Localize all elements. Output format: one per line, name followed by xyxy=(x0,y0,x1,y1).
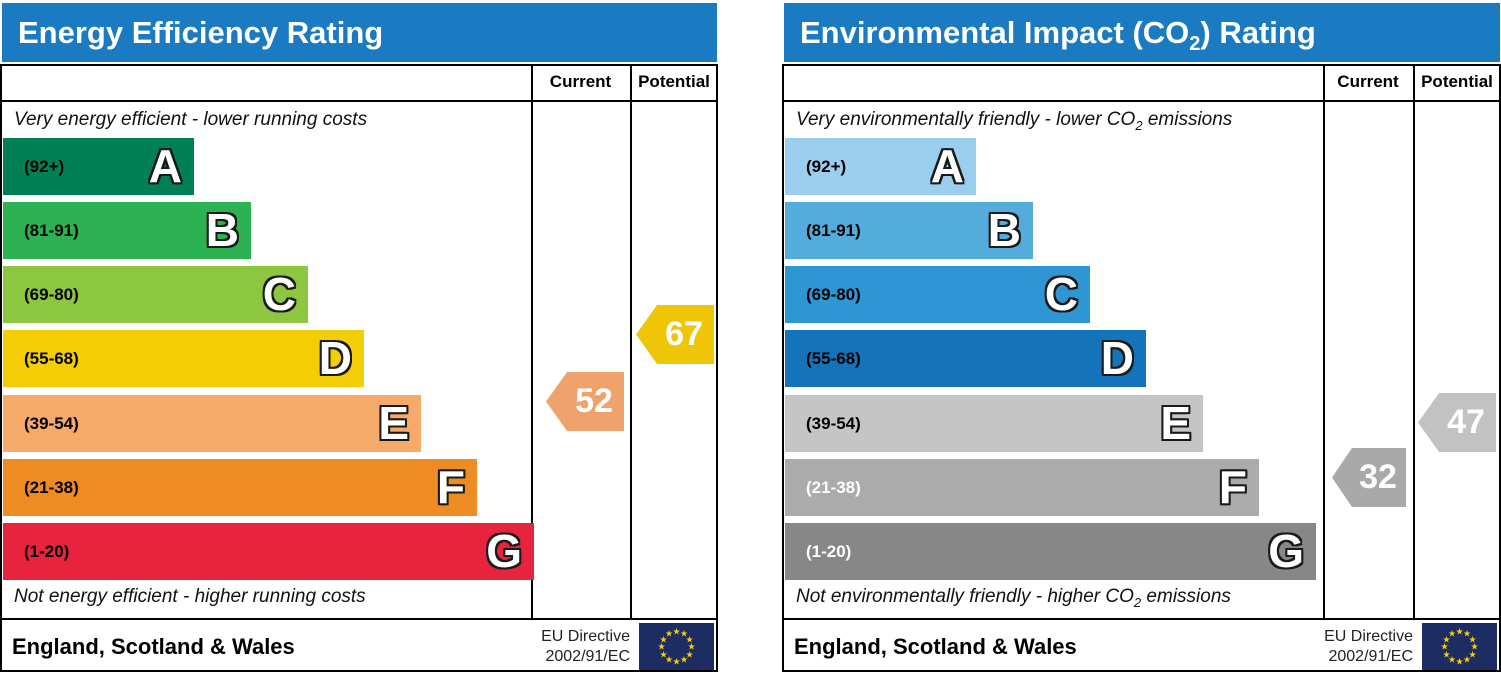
band-c: (69-80) C xyxy=(3,266,308,323)
potential-rating-value: 47 xyxy=(1447,403,1485,441)
band-a: (92+) A xyxy=(785,138,976,195)
potential-rating-arrow: 47 xyxy=(1418,393,1496,452)
band-b: (81-91) B xyxy=(785,202,1033,259)
column-header-row: Current Potential xyxy=(782,64,1501,102)
band-e: (39-54) E xyxy=(785,395,1203,452)
band-e: (39-54) E xyxy=(3,395,421,452)
eu-directive-label: EU Directive 2002/91/EC xyxy=(1324,628,1413,665)
current-rating-value: 32 xyxy=(1359,458,1397,496)
panel-title: Environmental Impact (CO2) Rating xyxy=(800,15,1316,56)
eu-flag-icon: ★ ★ ★ ★ ★ ★ ★ ★ ★ ★ ★ ★ xyxy=(639,623,714,671)
band-d-letter: D xyxy=(1100,332,1134,384)
band-c-letter: C xyxy=(1044,268,1078,320)
environmental-impact-panel: Environmental Impact (CO2) Rating Curren… xyxy=(782,0,1501,675)
eu-flag-icon: ★ ★ ★ ★ ★ ★ ★ ★ ★ ★ ★ ★ xyxy=(1422,623,1497,671)
energy-efficiency-title-bar: Energy Efficiency Rating xyxy=(2,3,717,62)
title-subscript: 2 xyxy=(1189,33,1201,56)
band-b: (81-91) B xyxy=(3,202,251,259)
top-note: Very environmentally friendly - lower CO… xyxy=(796,109,1233,133)
band-b-range: (81-91) xyxy=(24,221,79,240)
band-g: (1-20) G xyxy=(3,523,534,580)
potential-column-divider xyxy=(630,64,632,618)
band-e-letter: E xyxy=(378,397,409,449)
band-d: (55-68) D xyxy=(785,330,1146,387)
band-f-range: (21-38) xyxy=(806,478,861,497)
band-a-range: (92+) xyxy=(806,157,847,176)
potential-rating-arrow: 67 xyxy=(636,305,714,364)
band-c: (69-80) C xyxy=(785,266,1090,323)
top-note: Very energy efficient - lower running co… xyxy=(14,109,368,130)
band-d-range: (55-68) xyxy=(24,349,79,368)
bottom-note: Not environmentally friendly - higher CO… xyxy=(796,586,1231,610)
band-d: (55-68) D xyxy=(3,330,364,387)
band-d-letter: D xyxy=(318,332,352,384)
current-rating-value: 52 xyxy=(575,382,613,420)
potential-column-header: Potential xyxy=(638,72,710,91)
region-label: England, Scotland & Wales xyxy=(12,634,295,659)
band-c-range: (69-80) xyxy=(806,285,861,304)
band-b-letter: B xyxy=(205,204,239,256)
band-g-range: (1-20) xyxy=(806,542,852,561)
potential-rating-value: 67 xyxy=(665,315,703,353)
band-c-range: (69-80) xyxy=(24,285,79,304)
environmental-impact-title-bar: Environmental Impact (CO2) Rating xyxy=(784,3,1500,62)
current-column-header: Current xyxy=(1337,72,1399,91)
band-e-letter: E xyxy=(1160,397,1191,449)
current-column-divider xyxy=(531,64,533,618)
band-f-letter: F xyxy=(436,461,465,513)
current-rating-arrow: 32 xyxy=(1332,448,1406,507)
potential-column-header: Potential xyxy=(1421,72,1493,91)
band-f-range: (21-38) xyxy=(24,478,79,497)
eu-directive-label: EU Directive 2002/91/EC xyxy=(541,628,630,665)
panel-title: Energy Efficiency Rating xyxy=(18,15,384,50)
panel-footer: England, Scotland & Wales EU Directive 2… xyxy=(0,618,718,674)
potential-column-divider xyxy=(1413,64,1415,618)
rating-table: Current Potential Very environmentally f… xyxy=(782,64,1501,674)
band-g-letter: G xyxy=(486,525,522,577)
column-header-row: Current Potential xyxy=(0,64,718,102)
band-g-letter: G xyxy=(1268,525,1304,577)
band-g: (1-20) G xyxy=(785,523,1316,580)
band-e-range: (39-54) xyxy=(24,414,79,433)
region-label: England, Scotland & Wales xyxy=(794,634,1077,659)
band-d-range: (55-68) xyxy=(806,349,861,368)
rating-table: Current Potential Very energy efficient … xyxy=(0,64,718,674)
band-a-range: (92+) xyxy=(24,157,65,176)
band-a-letter: A xyxy=(930,140,964,192)
energy-efficiency-panel: Energy Efficiency Rating Current Potenti… xyxy=(0,0,718,675)
band-f: (21-38) F xyxy=(785,459,1259,516)
current-column-header: Current xyxy=(549,72,612,91)
band-a: (92+) A xyxy=(3,138,194,195)
band-a-letter: A xyxy=(148,140,182,192)
bottom-note: Not energy efficient - higher running co… xyxy=(14,586,366,607)
band-e-range: (39-54) xyxy=(806,414,861,433)
band-b-letter: B xyxy=(987,204,1021,256)
band-b-range: (81-91) xyxy=(806,221,861,240)
current-column-divider xyxy=(1323,64,1325,618)
band-c-letter: C xyxy=(262,268,296,320)
band-f: (21-38) F xyxy=(3,459,477,516)
band-g-range: (1-20) xyxy=(24,542,70,561)
band-f-letter: F xyxy=(1218,461,1247,513)
panel-footer: England, Scotland & Wales EU Directive 2… xyxy=(782,618,1501,674)
current-rating-arrow: 52 xyxy=(546,372,624,431)
